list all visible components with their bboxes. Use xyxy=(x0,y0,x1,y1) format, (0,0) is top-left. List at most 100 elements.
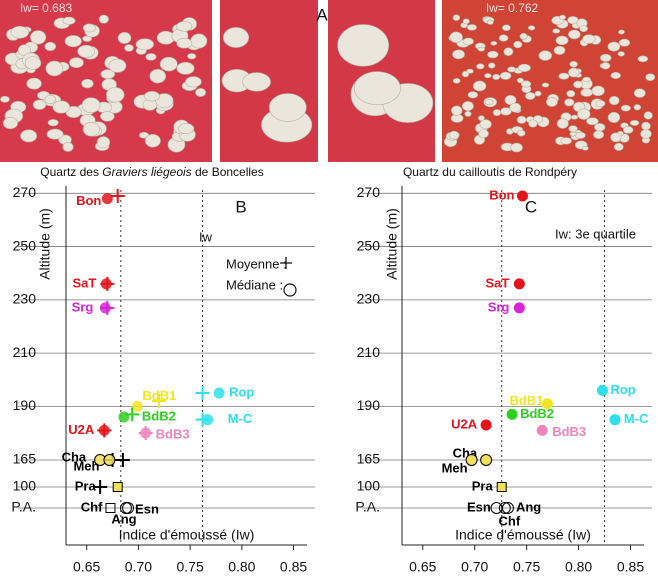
pebble xyxy=(124,44,134,52)
median-marker xyxy=(103,454,116,466)
pebble xyxy=(492,109,502,117)
x-tick-label: 0.75 xyxy=(176,559,203,575)
pebble xyxy=(484,73,492,79)
pebble xyxy=(81,78,94,89)
point-label: BdB2 xyxy=(142,408,176,423)
pebble xyxy=(77,44,95,58)
pebble xyxy=(82,122,100,137)
median-marker xyxy=(105,503,116,513)
x-tick-label: 0.80 xyxy=(228,559,255,575)
pebble xyxy=(106,87,125,103)
pebble xyxy=(498,34,509,42)
point xyxy=(609,414,621,426)
pebble xyxy=(452,77,461,84)
panel-label: C xyxy=(525,197,537,216)
pebble xyxy=(582,34,596,44)
pebble xyxy=(566,90,576,98)
pebble xyxy=(32,99,47,110)
median-marker xyxy=(98,424,110,436)
point-label: Esn xyxy=(135,501,159,516)
caption-part: Graviers liégeois xyxy=(102,165,191,179)
pebble xyxy=(560,137,572,145)
pebble xyxy=(559,14,566,20)
pebble xyxy=(466,24,477,31)
point-label: BdB3 xyxy=(552,424,586,439)
pebble xyxy=(159,56,178,72)
pebble xyxy=(448,130,460,140)
pebble xyxy=(503,47,514,57)
pebble xyxy=(575,131,586,139)
x-tick-label: 0.80 xyxy=(565,559,592,575)
pebble xyxy=(568,29,581,40)
pebble xyxy=(570,114,579,120)
pebble xyxy=(484,99,494,106)
pebble xyxy=(462,37,474,46)
point-label: Rop xyxy=(610,382,635,397)
point xyxy=(480,419,492,431)
point-label: Srg xyxy=(72,299,94,314)
median-marker xyxy=(140,427,152,439)
x-tick-label: 0.85 xyxy=(617,559,644,575)
pebble xyxy=(538,50,553,61)
pebble xyxy=(135,38,154,51)
y-tick-label: 270 xyxy=(13,184,37,200)
pebble xyxy=(520,80,532,88)
pebble xyxy=(144,134,161,148)
median-marker xyxy=(131,400,143,412)
point xyxy=(541,398,553,410)
point-label: U2A xyxy=(68,422,95,437)
pebble xyxy=(513,40,523,49)
legend-marker xyxy=(283,283,297,297)
pebble xyxy=(176,37,193,49)
y-tick-label: P.A. xyxy=(355,499,380,515)
point-label: BdB2 xyxy=(520,406,554,421)
point-label: Bon xyxy=(76,193,101,208)
point-label: Meh xyxy=(442,460,468,475)
pebble xyxy=(44,41,57,51)
pebble xyxy=(62,16,76,25)
pebble xyxy=(555,35,569,46)
pebble xyxy=(528,119,538,128)
pebble xyxy=(645,73,656,82)
pebble xyxy=(593,130,605,140)
point-label: Rop xyxy=(229,384,254,399)
point-label: M-C xyxy=(624,411,649,426)
pebble xyxy=(488,62,496,69)
pebble xyxy=(633,88,646,98)
point-label: Ang xyxy=(516,499,541,514)
mean-marker xyxy=(195,386,210,401)
pebble xyxy=(517,129,526,137)
caption-part: de Boncelles xyxy=(192,165,264,179)
pebble xyxy=(176,61,195,75)
y-tick-label: 230 xyxy=(357,291,381,307)
pebble xyxy=(622,126,634,134)
y-tick-label: 270 xyxy=(357,184,381,200)
point-label: Meh xyxy=(73,458,99,473)
pebble xyxy=(579,25,588,33)
x-tick-label: 0.70 xyxy=(125,559,152,575)
point-label: Cha xyxy=(62,449,87,464)
pebble xyxy=(569,60,578,68)
pebble xyxy=(591,85,605,97)
pebble xyxy=(464,110,472,117)
point xyxy=(501,502,514,514)
legend-marker xyxy=(280,257,292,269)
pebble xyxy=(499,71,512,80)
pebble xyxy=(553,45,566,55)
pebble xyxy=(640,129,652,139)
pebble xyxy=(607,111,621,123)
pebble xyxy=(617,51,625,57)
pebble xyxy=(47,119,59,127)
pebble xyxy=(461,101,474,112)
pebble xyxy=(26,77,42,90)
pebble xyxy=(187,53,197,60)
pebble xyxy=(527,25,536,31)
legend-label: Médiane : xyxy=(226,277,283,292)
pebble xyxy=(24,56,42,70)
pebble xyxy=(353,71,401,106)
point xyxy=(536,424,548,436)
pebble xyxy=(477,46,485,52)
mean-marker xyxy=(93,480,108,494)
median-marker xyxy=(202,414,214,426)
